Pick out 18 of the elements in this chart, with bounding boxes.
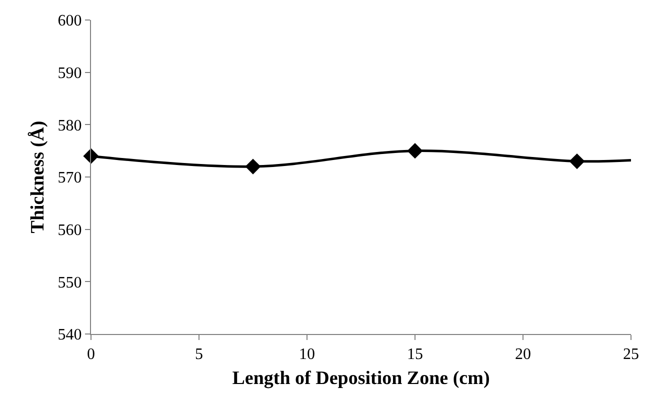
y-tick-label: 540: [58, 326, 82, 344]
x-tick-label: 20: [515, 346, 531, 364]
x-tick-label: 0: [87, 346, 95, 364]
x-tick-label: 5: [195, 346, 203, 364]
y-tick-label: 590: [58, 64, 82, 82]
y-tick-label: 580: [58, 117, 82, 134]
y-axis-title: Thickness (Å): [28, 120, 49, 234]
x-tick-label: 15: [407, 346, 423, 364]
y-tick-label: 550: [58, 274, 82, 292]
point: [407, 143, 423, 159]
y-tick-label: 600: [58, 12, 82, 30]
point: [569, 154, 585, 170]
x-tick-label: 25: [623, 346, 639, 364]
point: [245, 158, 261, 174]
y-tick-label: 560: [58, 222, 82, 239]
x-axis-title: Length of Deposition Zone (cm): [232, 368, 490, 389]
y-tick-label: 570: [58, 170, 82, 187]
x-tick-label: 10: [299, 346, 315, 364]
